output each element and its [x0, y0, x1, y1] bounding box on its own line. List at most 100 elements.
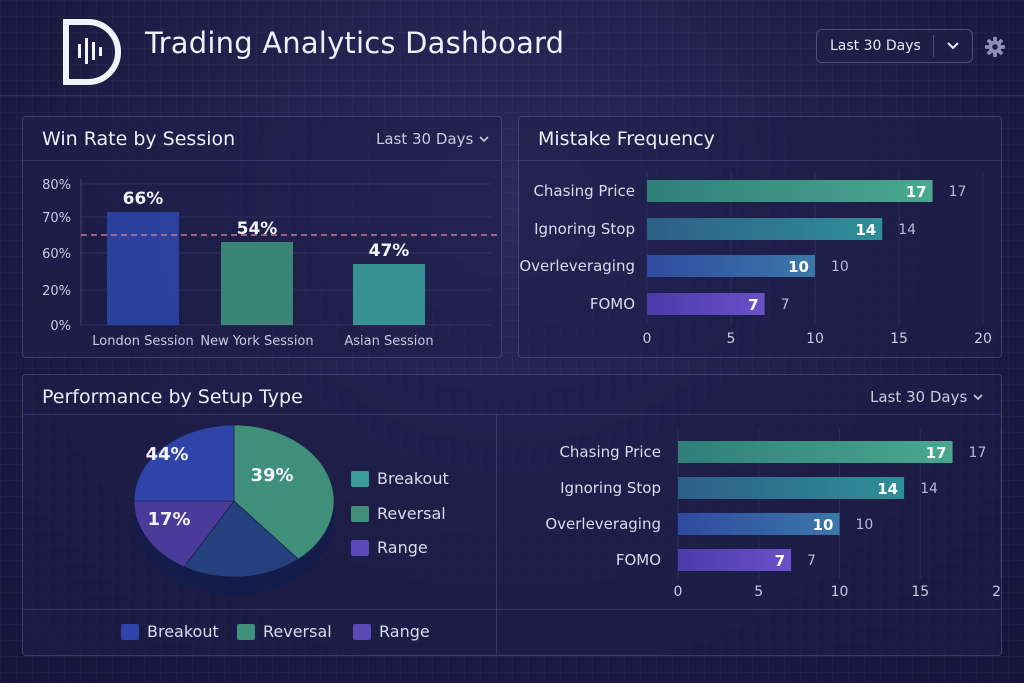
x-tick-label: London Session	[92, 334, 193, 349]
bar	[107, 212, 179, 325]
win-rate-chart: 0% 20% 60% 70% 80% 66% London Session 54% New Yo…	[42, 178, 499, 349]
bar-value-label: 66%	[123, 189, 164, 209]
chevron-down-icon	[479, 135, 489, 142]
legend-swatch	[237, 623, 255, 640]
bar-outside-label: 10	[831, 259, 849, 275]
pie-rim	[134, 501, 334, 595]
setup-pie-chart: 44% 39% 17%	[133, 424, 335, 595]
app-title: Trading Analytics Dashboard	[145, 26, 565, 60]
gear-icon[interactable]	[984, 36, 1006, 58]
bar-outside-label: 7	[781, 297, 790, 313]
setup-mistakes-chart: 0 5 10 15 20 Chasing Price 17 17 Ignoring Stop 14…	[545, 429, 1002, 600]
pie-slice-reversal	[233, 424, 335, 560]
legend-swatch	[351, 470, 369, 487]
x-tick-label: 10	[806, 331, 824, 347]
y-tick-label: 60%	[42, 247, 71, 262]
bar-value-label: 10	[788, 258, 809, 276]
x-tick-label: 15	[890, 331, 908, 347]
panel-header: Win Rate by Session Last 30 Days	[23, 117, 501, 161]
date-range-select[interactable]: Last 30 Days	[816, 29, 973, 63]
y-tick-label: 70%	[42, 211, 71, 226]
bar-outside-label: 17	[969, 445, 987, 461]
bar	[678, 477, 905, 499]
panel-header: Mistake Frequency	[519, 117, 1001, 161]
category-label: Chasing Price	[533, 182, 635, 200]
panel-header: Performance by Setup Type Last 30 Days	[23, 375, 1001, 415]
bar-value-label: 17	[926, 444, 947, 462]
bar	[678, 441, 953, 463]
select-divider	[933, 35, 935, 57]
bar-value-label: 7	[775, 552, 785, 570]
mistake-frequency-chart: 0 5 10 15 20 Chasing Price 17 17 Ignoring Stop 14…	[519, 171, 992, 347]
legend-label: Reversal	[377, 504, 446, 523]
legend-label: Range	[379, 622, 430, 641]
x-tick-label: New York Session	[200, 334, 313, 349]
bar-outside-label: 17	[949, 184, 967, 200]
bar	[678, 513, 840, 535]
pie-slice-label: 17%	[147, 509, 190, 530]
bar-value-label: 47%	[369, 241, 410, 261]
y-tick-label: 0%	[50, 319, 71, 334]
panel-range-label: Last 30 Days	[870, 388, 968, 406]
pie-slice-label: 39%	[250, 465, 293, 486]
panel-title: Mistake Frequency	[538, 128, 715, 150]
pie-slice-range	[133, 500, 236, 568]
category-label: Overleveraging	[519, 257, 635, 275]
bar	[647, 218, 883, 240]
category-label: FOMO	[616, 551, 661, 569]
panel-range-select[interactable]: Last 30 Days	[870, 388, 983, 406]
bar-outside-label: 14	[898, 222, 916, 238]
bottom-legend-breakout: Breakout	[121, 622, 219, 641]
category-label: Ignoring Stop	[534, 220, 635, 238]
bar	[221, 242, 293, 325]
legend-item-reversal: Reversal	[351, 504, 446, 523]
panel-divider	[496, 415, 497, 655]
panel-range-select[interactable]: Last 30 Days	[376, 130, 489, 148]
category-label: FOMO	[590, 295, 635, 313]
chevron-down-icon	[947, 42, 959, 50]
pie-slice-breakout	[133, 424, 235, 502]
bar-value-label: 54%	[237, 219, 278, 239]
setup-performance-panel: Performance by Setup Type Last 30 Days 4…	[22, 374, 1002, 656]
header: Trading Analytics Dashboard Last 30 Days	[0, 0, 1024, 96]
legend-swatch	[353, 623, 371, 640]
category-label: Ignoring Stop	[560, 479, 661, 497]
x-tick-label: 0	[643, 331, 652, 347]
bar-outside-label: 10	[856, 517, 874, 533]
panel-divider	[23, 609, 1001, 610]
bar-outside-label: 14	[920, 481, 938, 497]
bottom-legend-reversal: Reversal	[237, 622, 332, 641]
y-tick-label: 20%	[42, 284, 71, 299]
x-tick-label: 0	[674, 584, 683, 600]
x-tick-label: 20	[974, 331, 992, 347]
bar-value-label: 14	[855, 221, 876, 239]
x-tick-label: 5	[754, 584, 763, 600]
bar	[647, 180, 933, 202]
legend-swatch	[121, 623, 139, 640]
win-rate-panel: Win Rate by Session Last 30 Days 0% 20% 60…	[22, 116, 502, 358]
bar-value-label: 7	[748, 296, 758, 314]
bar-value-label: 10	[813, 516, 834, 534]
panel-title: Performance by Setup Type	[42, 386, 303, 408]
bar	[353, 264, 425, 325]
x-tick-label: Asian Session	[344, 334, 433, 349]
pie-slice-label: 44%	[145, 444, 188, 465]
bar	[647, 293, 765, 315]
bar	[678, 549, 792, 571]
panel-title: Win Rate by Session	[42, 128, 236, 150]
bar-value-label: 14	[877, 480, 898, 498]
bar-value-label: 17	[906, 183, 927, 201]
legend-swatch	[351, 539, 369, 556]
bottom-legend-range: Range	[353, 622, 430, 641]
y-tick-label: 80%	[42, 178, 71, 193]
x-tick-label: 15	[911, 584, 929, 600]
bar	[647, 255, 815, 277]
legend-swatch	[351, 505, 369, 522]
category-label: Overleveraging	[545, 515, 661, 533]
panel-range-label: Last 30 Days	[376, 130, 474, 148]
legend-item-range: Range	[351, 538, 428, 557]
pie-slice-dark	[183, 500, 300, 578]
logo-icon	[63, 19, 121, 85]
legend-item-breakout: Breakout	[351, 469, 449, 488]
legend-label: Range	[377, 538, 428, 557]
